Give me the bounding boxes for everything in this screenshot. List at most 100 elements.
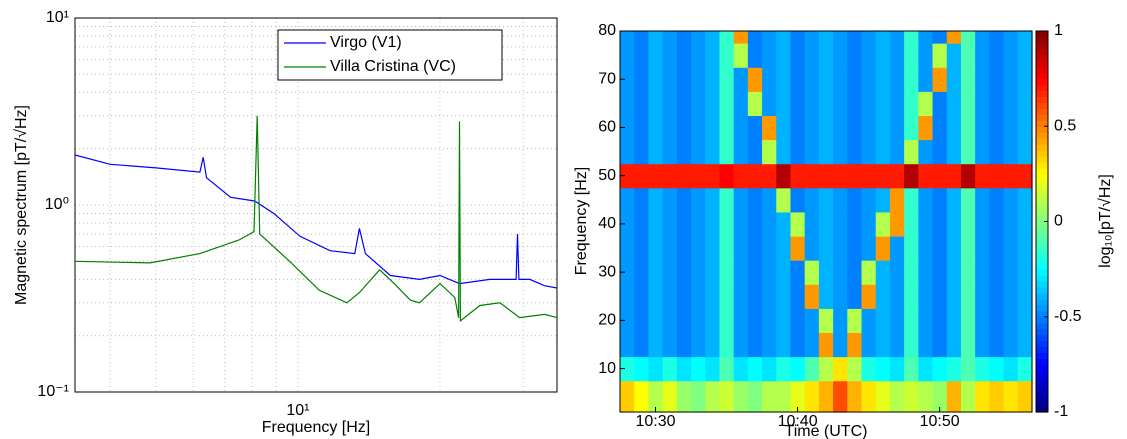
colorbar-step xyxy=(1036,388,1048,395)
colorbar-step xyxy=(1036,269,1048,276)
heat-cell xyxy=(1003,260,1019,285)
series-line xyxy=(75,154,557,289)
heat-cell xyxy=(762,91,777,116)
heat-cell xyxy=(1017,332,1033,358)
heat-cell xyxy=(648,332,664,358)
heat-cell xyxy=(861,332,877,358)
heat-cell xyxy=(975,187,990,213)
heat-cell xyxy=(733,284,749,309)
heat-cell xyxy=(705,163,721,189)
heat-cell xyxy=(989,163,1005,189)
heat-cell xyxy=(818,380,834,413)
heat-cell xyxy=(648,356,664,382)
heat-cell xyxy=(861,187,877,213)
heat-cell xyxy=(889,284,905,309)
heat-cell xyxy=(861,235,877,261)
heat-cell xyxy=(960,332,976,358)
colorbar-step xyxy=(1036,161,1048,169)
heat-cell xyxy=(946,31,962,44)
heat-cell xyxy=(804,284,820,309)
colorbar-step xyxy=(1036,132,1048,139)
heat-cell xyxy=(975,356,990,382)
heat-cell xyxy=(648,67,664,92)
colorbar-step xyxy=(1036,203,1048,211)
heat-cell xyxy=(875,332,891,358)
heat-cell xyxy=(1003,211,1019,237)
heat-cell xyxy=(960,211,976,237)
heat-cell xyxy=(620,115,635,141)
heat-cell xyxy=(705,380,721,413)
heat-cell xyxy=(705,284,721,309)
heat-cell xyxy=(889,139,905,165)
heat-cell xyxy=(946,139,962,165)
heat-cell xyxy=(861,163,877,189)
heat-cell xyxy=(818,91,834,116)
colorbar-step xyxy=(1036,352,1048,360)
heat-cell xyxy=(847,31,863,44)
heat-cell xyxy=(691,115,706,141)
heat-cell xyxy=(620,163,635,189)
heat-cell xyxy=(691,380,706,413)
heat-cell xyxy=(1003,115,1019,141)
heat-cell xyxy=(818,187,834,213)
heat-cell xyxy=(818,43,834,68)
heat-cell xyxy=(634,67,650,92)
heat-cell xyxy=(875,356,891,382)
heat-cell xyxy=(662,356,678,382)
heat-cell xyxy=(804,67,820,92)
heat-cell xyxy=(634,235,650,261)
y-tick-label: 20 xyxy=(598,312,616,329)
colorbar-step xyxy=(1036,191,1048,199)
heat-cell xyxy=(776,163,792,189)
heat-cell xyxy=(676,380,692,413)
heat-cell xyxy=(904,308,919,334)
colorbar-step xyxy=(1036,275,1048,282)
heat-cell xyxy=(747,211,763,237)
heat-cell xyxy=(648,235,664,261)
heat-cell xyxy=(833,43,848,68)
heat-cell xyxy=(620,187,635,213)
heat-cell xyxy=(662,332,678,358)
heat-cell xyxy=(662,308,678,334)
heat-cell xyxy=(1003,235,1019,261)
heat-cell xyxy=(847,332,863,358)
y-tick-label: 50 xyxy=(598,167,616,184)
heat-cell xyxy=(733,31,749,44)
heat-cell xyxy=(861,43,877,68)
series-line xyxy=(75,115,557,323)
heat-cell xyxy=(719,139,735,165)
y-axis-label: Frequency [Hz] xyxy=(573,167,590,275)
heat-cell xyxy=(918,139,934,165)
heat-cell xyxy=(790,284,806,309)
heat-cell xyxy=(747,187,763,213)
heat-cell xyxy=(918,235,934,261)
colorbar-step xyxy=(1036,215,1048,223)
heat-cell xyxy=(989,139,1005,165)
heat-cell xyxy=(1017,187,1033,213)
heat-cell xyxy=(691,308,706,334)
colorbar-step xyxy=(1036,120,1048,127)
y-tick-label: 10 xyxy=(598,360,616,377)
heat-cell xyxy=(932,139,948,165)
colorbar-step xyxy=(1036,221,1048,229)
heat-cell xyxy=(1017,67,1033,92)
heat-cell xyxy=(833,163,848,189)
heat-cell xyxy=(691,91,706,116)
heat-cell xyxy=(762,187,777,213)
heat-cell xyxy=(918,211,934,237)
heat-cell xyxy=(904,187,919,213)
heat-cell xyxy=(804,139,820,165)
heat-cell xyxy=(989,332,1005,358)
heat-cell xyxy=(776,380,792,413)
heat-cell xyxy=(818,163,834,189)
heat-cell xyxy=(875,380,891,413)
heat-cell xyxy=(634,163,650,189)
heat-cell xyxy=(975,380,990,413)
heat-cell xyxy=(889,356,905,382)
heat-cell xyxy=(634,260,650,285)
heat-cell xyxy=(1017,211,1033,237)
colorbar-step xyxy=(1036,239,1048,246)
heat-cell xyxy=(932,284,948,309)
heat-cell xyxy=(989,115,1005,141)
heat-cell xyxy=(620,139,635,165)
